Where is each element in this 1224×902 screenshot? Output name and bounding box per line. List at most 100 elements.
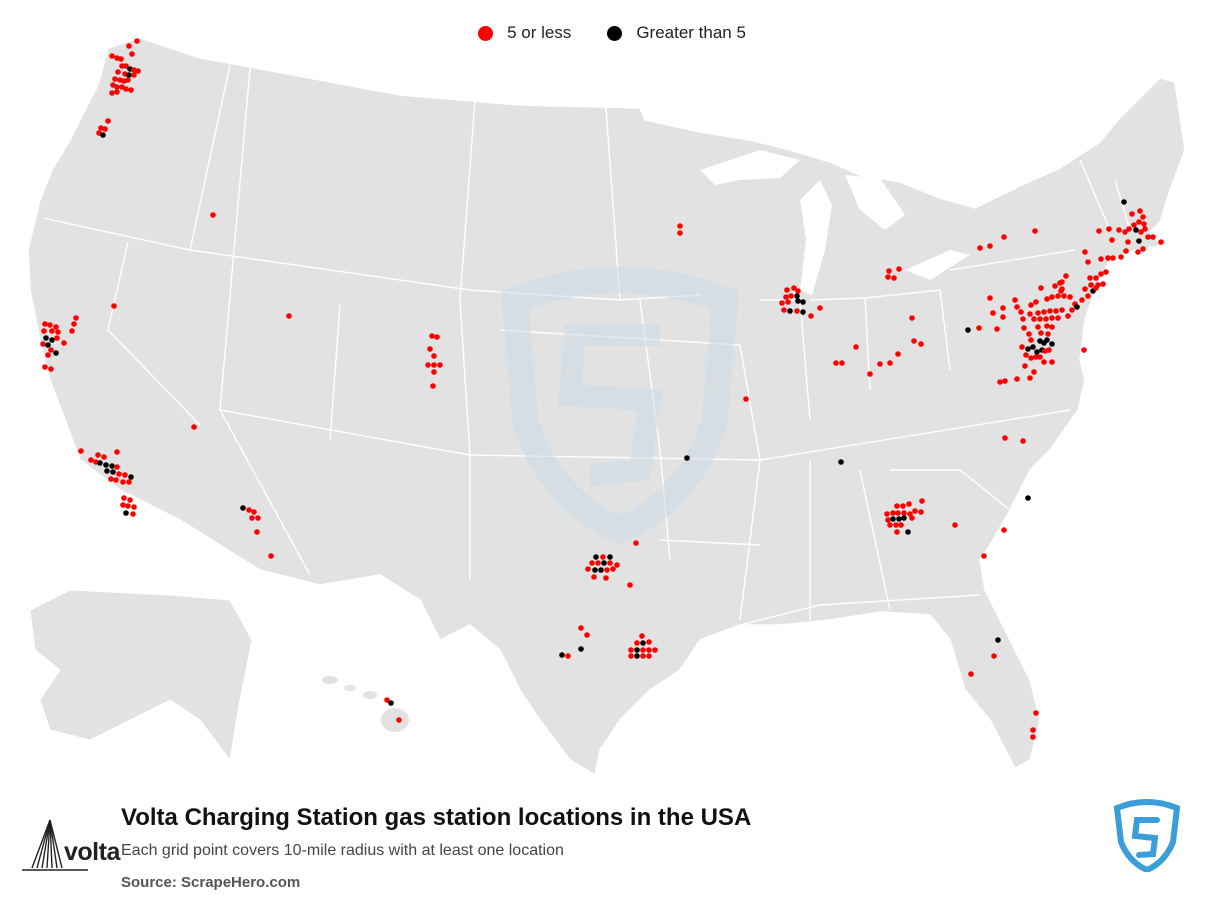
location-dot-5-or-less (1030, 727, 1036, 733)
location-dot-5-or-less (431, 369, 437, 375)
volta-logo-icon (22, 819, 88, 871)
location-dot-5-or-less (1118, 254, 1124, 260)
location-dot-5-or-less (431, 362, 437, 368)
location-dot-greater-than-5 (578, 646, 584, 652)
location-dot-5-or-less (1063, 273, 1069, 279)
location-dot-greater-than-5 (607, 554, 613, 560)
location-dot-5-or-less (115, 69, 121, 75)
location-dot-5-or-less (431, 353, 437, 359)
location-dot-5-or-less (108, 476, 114, 482)
location-dot-5-or-less (610, 566, 616, 572)
location-dot-5-or-less (1087, 275, 1093, 281)
volta-brand-text: volta (64, 838, 120, 866)
location-dot-greater-than-5 (123, 510, 129, 516)
location-dot-5-or-less (1030, 734, 1036, 740)
location-dot-5-or-less (578, 625, 584, 631)
location-dot-greater-than-5 (1074, 304, 1080, 310)
legend-small-label: 5 or less (507, 23, 572, 42)
location-dot-5-or-less (1100, 281, 1106, 287)
location-dot-5-or-less (1049, 359, 1055, 365)
location-dot-5-or-less (628, 647, 634, 653)
location-dot-5-or-less (45, 352, 51, 358)
location-dot-5-or-less (434, 334, 440, 340)
scrapehero-shield-icon (1113, 799, 1181, 872)
location-dot-5-or-less (987, 243, 993, 249)
location-dot-5-or-less (1049, 315, 1055, 321)
location-dot-greater-than-5 (110, 469, 116, 475)
location-dot-5-or-less (911, 338, 917, 344)
location-dot-5-or-less (88, 457, 94, 463)
location-dot-5-or-less (1109, 237, 1115, 243)
location-dot-5-or-less (286, 313, 292, 319)
location-dot-5-or-less (639, 633, 645, 639)
location-dot-5-or-less (113, 477, 119, 483)
location-dot-5-or-less (981, 553, 987, 559)
location-dot-5-or-less (1122, 229, 1128, 235)
location-dot-5-or-less (109, 53, 115, 59)
location-dot-5-or-less (251, 509, 257, 515)
location-dot-greater-than-5 (1034, 349, 1040, 355)
location-dot-5-or-less (627, 582, 633, 588)
location-dot-greater-than-5 (787, 308, 793, 314)
location-dot-5-or-less (634, 640, 640, 646)
location-dot-5-or-less (114, 89, 120, 95)
location-dot-5-or-less (210, 212, 216, 218)
location-dot-5-or-less (997, 379, 1003, 385)
location-dot-5-or-less (1158, 239, 1164, 245)
location-dot-5-or-less (384, 697, 390, 703)
location-dot-5-or-less (120, 502, 126, 508)
location-dot-5-or-less (1123, 248, 1129, 254)
location-dot-5-or-less (437, 362, 443, 368)
location-dot-5-or-less (111, 303, 117, 309)
location-dot-5-or-less (42, 321, 48, 327)
location-dot-5-or-less (396, 717, 402, 723)
location-dot-5-or-less (887, 360, 893, 366)
location-dot-5-or-less (877, 361, 883, 367)
location-dot-5-or-less (425, 362, 431, 368)
location-dot-greater-than-5 (388, 700, 394, 706)
location-dot-5-or-less (114, 464, 120, 470)
location-dot-greater-than-5 (1133, 227, 1139, 233)
location-dot-5-or-less (1085, 259, 1091, 265)
location-dot-5-or-less (1136, 219, 1142, 225)
location-dot-5-or-less (130, 511, 136, 517)
location-dot-5-or-less (47, 322, 53, 328)
location-dot-5-or-less (126, 479, 132, 485)
location-dot-5-or-less (808, 313, 814, 319)
location-dot-5-or-less (1047, 308, 1053, 314)
location-dot-greater-than-5 (1049, 341, 1055, 347)
location-dot-5-or-less (123, 86, 129, 92)
location-dot-5-or-less (1059, 286, 1065, 292)
location-dot-greater-than-5 (800, 299, 806, 305)
location-dot-5-or-less (48, 347, 54, 353)
location-dot-greater-than-5 (905, 529, 911, 535)
location-dot-5-or-less (1052, 283, 1058, 289)
location-dot-5-or-less (607, 560, 613, 566)
location-dot-5-or-less (40, 341, 46, 347)
location-dot-5-or-less (584, 632, 590, 638)
location-dot-5-or-less (129, 51, 135, 57)
location-dot-5-or-less (652, 647, 658, 653)
location-dot-5-or-less (628, 653, 634, 659)
location-dot-5-or-less (105, 118, 111, 124)
location-dot-5-or-less (976, 325, 982, 331)
location-dot-5-or-less (131, 72, 137, 78)
location-dot-5-or-less (1059, 307, 1065, 313)
alaska-landmass (29, 589, 253, 762)
location-dot-5-or-less (994, 326, 1000, 332)
location-dot-5-or-less (95, 452, 101, 458)
legend-red-dot-icon (478, 25, 494, 41)
location-dot-5-or-less (1026, 331, 1032, 337)
location-dot-5-or-less (78, 448, 84, 454)
source-credit: Source: ScrapeHero.com (121, 874, 301, 891)
location-dot-5-or-less (1110, 255, 1116, 261)
location-dot-5-or-less (640, 653, 646, 659)
location-dot-5-or-less (101, 454, 107, 460)
location-dot-5-or-less (1035, 324, 1041, 330)
location-dot-5-or-less (887, 522, 893, 528)
hawaii-islands (322, 676, 409, 732)
location-dot-5-or-less (1045, 331, 1051, 337)
location-dot-5-or-less (109, 90, 115, 96)
location-dot-5-or-less (591, 574, 597, 580)
location-dot-5-or-less (795, 288, 801, 294)
